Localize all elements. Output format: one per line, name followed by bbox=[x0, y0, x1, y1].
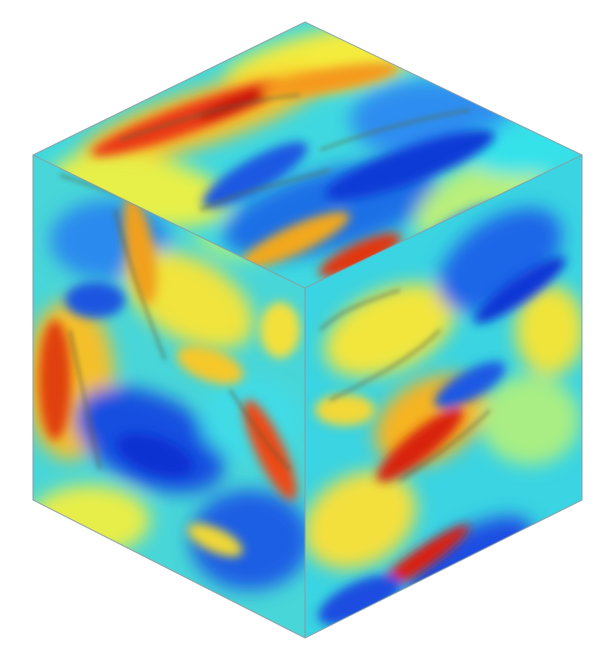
cube-edges bbox=[32, 21, 583, 639]
